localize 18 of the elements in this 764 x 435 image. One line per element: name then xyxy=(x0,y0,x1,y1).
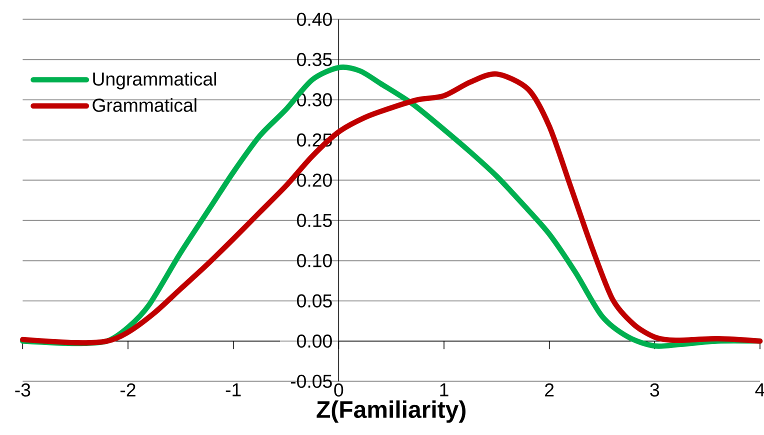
legend-label: Ungrammatical xyxy=(93,72,216,90)
y-tick-label: -0.05 xyxy=(290,374,332,388)
x-tick-label: 0 xyxy=(334,384,344,397)
y-tick-label: 0.05 xyxy=(297,294,332,308)
x-tick-label: -2 xyxy=(120,384,136,397)
x-tick-label: 3 xyxy=(650,384,660,397)
x-tick-label: 1 xyxy=(440,384,448,396)
y-tick-label: 0.10 xyxy=(297,254,332,268)
x-tick-label: -1 xyxy=(226,384,241,396)
y-tick-label: 0.15 xyxy=(297,214,332,228)
legend-label: Grammatical xyxy=(92,98,196,112)
y-tick-label: 0.20 xyxy=(297,174,332,187)
x-axis-title: Z(Familiarity) xyxy=(316,400,466,423)
x-tick-label: -3 xyxy=(15,384,30,397)
y-tick-label: 0.40 xyxy=(297,12,332,26)
y-tick-label: 0.00 xyxy=(297,334,332,348)
y-tick-label: 0.35 xyxy=(297,53,332,66)
x-tick-label: 2 xyxy=(545,384,554,397)
